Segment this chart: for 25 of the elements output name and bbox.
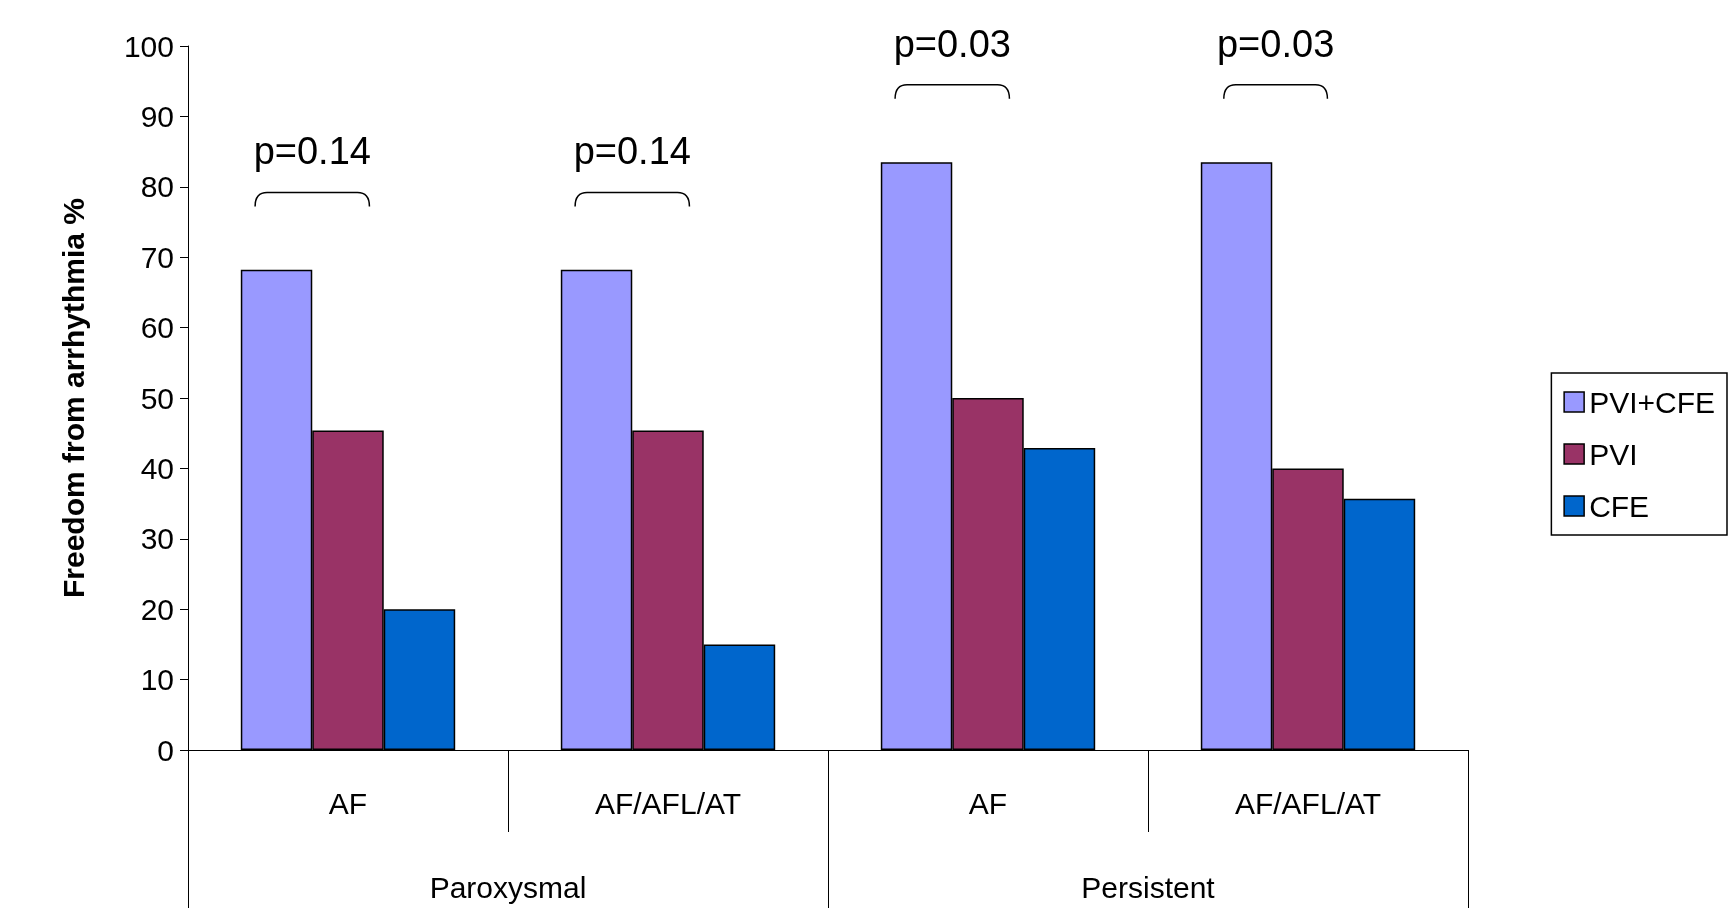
y-tick-label: 0 (157, 733, 174, 767)
y-tick-label: 50 (140, 381, 174, 415)
annotation: p=0.14 (253, 130, 371, 173)
x-tick-label: AF (968, 786, 1008, 820)
text: Persistent (1081, 870, 1216, 904)
y-tick-label: 90 (140, 99, 174, 133)
annotation: p=0.03 (1216, 22, 1335, 65)
y-tick-label: 70 (140, 240, 174, 274)
legend-label: CFE (1589, 489, 1650, 523)
y-axis-title: Freedom from arrhythmia % (56, 197, 90, 599)
x-tick-label: AF/AFL/AT (1234, 786, 1382, 820)
y-tick-label: 40 (140, 451, 174, 485)
annotation: p=0.03 (893, 22, 1011, 65)
y-tick-label: 10 (140, 663, 174, 697)
legend-label: PVI+CFE (1589, 385, 1715, 419)
legend-label: PVI (1589, 437, 1638, 471)
text: Paroxysmal (429, 870, 587, 904)
y-tick-label: 100 (123, 29, 174, 63)
x-tick-label: AF/AFL/AT (594, 786, 742, 820)
y-tick-label: 80 (140, 170, 174, 204)
y-tick-label: 20 (140, 592, 174, 626)
annotation: p=0.14 (573, 130, 691, 173)
x-tick-label: AF (328, 786, 368, 820)
y-tick-label: 30 (140, 522, 174, 556)
y-tick-label: 60 (140, 311, 174, 345)
